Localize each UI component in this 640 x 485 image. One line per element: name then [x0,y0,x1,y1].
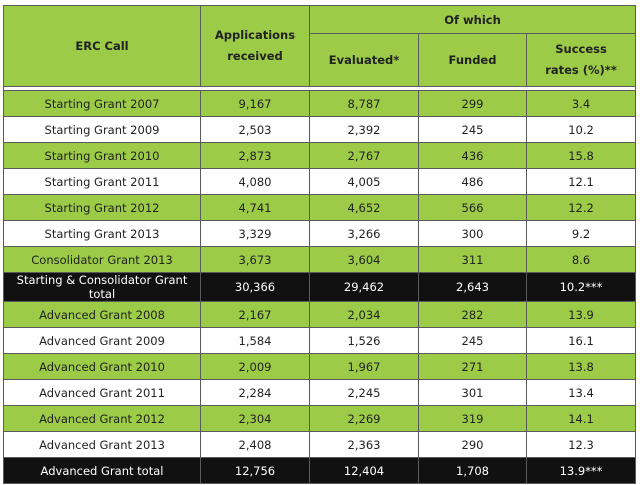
cell-evaluated: 12,404 [309,457,419,484]
cell-call: Advanced Grant 2010 [3,353,201,380]
cell-evaluated: 3,266 [309,220,419,247]
cell-success: 10.2*** [525,272,637,302]
cell-funded: 2,643 [418,272,527,302]
table-row: Advanced Grant 2013 2,408 2,363 290 12.3 [3,431,637,458]
cell-evaluated: 3,604 [309,246,419,273]
table-row: Advanced Grant 2011 2,284 2,245 301 13.4 [3,379,637,406]
cell-applications: 12,756 [200,457,310,484]
table-row: Consolidator Grant 2013 3,673 3,604 311 … [3,246,637,273]
table-row: Starting Grant 2012 4,741 4,652 566 12.2 [3,194,637,221]
table-row: Starting Grant 2007 9,167 8,787 299 3.4 [3,90,637,117]
cell-call: Starting Grant 2010 [3,142,201,169]
table-row: Advanced Grant 2008 2,167 2,034 282 13.9 [3,301,637,328]
cell-applications: 2,873 [200,142,310,169]
cell-call: Starting Grant 2011 [3,168,201,195]
header-evaluated: Evaluated* [309,33,419,87]
table-row: Starting Grant 2010 2,873 2,767 436 15.8 [3,142,637,169]
cell-call: Starting Grant 2012 [3,194,201,221]
cell-evaluated: 1,967 [309,353,419,380]
cell-funded: 245 [418,327,527,354]
cell-funded: 290 [418,431,527,458]
cell-call: Starting & Consolidator Grant total [3,272,201,302]
cell-evaluated: 2,269 [309,405,419,432]
cell-funded: 300 [418,220,527,247]
cell-applications: 2,284 [200,379,310,406]
cell-funded: 319 [418,405,527,432]
cell-evaluated: 2,392 [309,116,419,143]
cell-applications: 2,304 [200,405,310,432]
cell-success: 15.8 [525,142,637,169]
cell-call: Advanced Grant total [3,457,201,484]
header-erc-call: ERC Call [3,5,201,87]
cell-success: 13.9*** [525,457,637,484]
cell-funded: 282 [418,301,527,328]
cell-evaluated: 8,787 [309,90,419,117]
total-row: Starting & Consolidator Grant total 30,3… [3,272,637,302]
header-success-rates: Success rates (%)** [525,33,637,87]
cell-evaluated: 2,767 [309,142,419,169]
cell-applications: 9,167 [200,90,310,117]
cell-call: Advanced Grant 2009 [3,327,201,354]
cell-funded: 486 [418,168,527,195]
cell-evaluated: 1,526 [309,327,419,354]
cell-call: Consolidator Grant 2013 [3,246,201,273]
table-row: Advanced Grant 2009 1,584 1,526 245 16.1 [3,327,637,354]
cell-call: Starting Grant 2009 [3,116,201,143]
cell-success: 12.3 [525,431,637,458]
cell-success: 14.1 [525,405,637,432]
cell-success: 12.2 [525,194,637,221]
cell-funded: 271 [418,353,527,380]
header-applications-received: Applications received [200,5,310,87]
cell-evaluated: 2,034 [309,301,419,328]
cell-applications: 4,741 [200,194,310,221]
cell-applications: 2,009 [200,353,310,380]
cell-applications: 30,366 [200,272,310,302]
cell-funded: 299 [418,90,527,117]
cell-success: 8.6 [525,246,637,273]
cell-applications: 2,408 [200,431,310,458]
header-funded: Funded [418,33,527,87]
table-row: Starting Grant 2011 4,080 4,005 486 12.1 [3,168,637,195]
cell-success: 13.4 [525,379,637,406]
cell-applications: 3,329 [200,220,310,247]
cell-applications: 4,080 [200,168,310,195]
cell-success: 10.2 [525,116,637,143]
cell-funded: 1,708 [418,457,527,484]
cell-funded: 311 [418,246,527,273]
cell-call: Advanced Grant 2008 [3,301,201,328]
erc-statistics-table: ERC Call Applications received Of which … [2,5,637,484]
table-row: Starting Grant 2013 3,329 3,266 300 9.2 [3,220,637,247]
cell-evaluated: 4,652 [309,194,419,221]
cell-success: 13.9 [525,301,637,328]
cell-funded: 566 [418,194,527,221]
cell-success: 3.4 [525,90,637,117]
table-row: Advanced Grant 2010 2,009 1,967 271 13.8 [3,353,637,380]
cell-success: 13.8 [525,353,637,380]
cell-funded: 436 [418,142,527,169]
cell-call: Starting Grant 2007 [3,90,201,117]
cell-call: Advanced Grant 2011 [3,379,201,406]
cell-call: Advanced Grant 2013 [3,431,201,458]
cell-evaluated: 2,245 [309,379,419,406]
table-row: Starting Grant 2009 2,503 2,392 245 10.2 [3,116,637,143]
cell-applications: 1,584 [200,327,310,354]
cell-evaluated: 29,462 [309,272,419,302]
cell-applications: 2,167 [200,301,310,328]
total-row: Advanced Grant total 12,756 12,404 1,708… [3,457,637,484]
cell-funded: 245 [418,116,527,143]
table-row: Advanced Grant 2012 2,304 2,269 319 14.1 [3,405,637,432]
cell-applications: 3,673 [200,246,310,273]
cell-success: 9.2 [525,220,637,247]
cell-success: 12.1 [525,168,637,195]
cell-funded: 301 [418,379,527,406]
cell-call: Advanced Grant 2012 [3,405,201,432]
cell-applications: 2,503 [200,116,310,143]
cell-evaluated: 4,005 [309,168,419,195]
cell-call: Starting Grant 2013 [3,220,201,247]
cell-evaluated: 2,363 [309,431,419,458]
header-of-which: Of which [308,5,637,34]
cell-success: 16.1 [525,327,637,354]
